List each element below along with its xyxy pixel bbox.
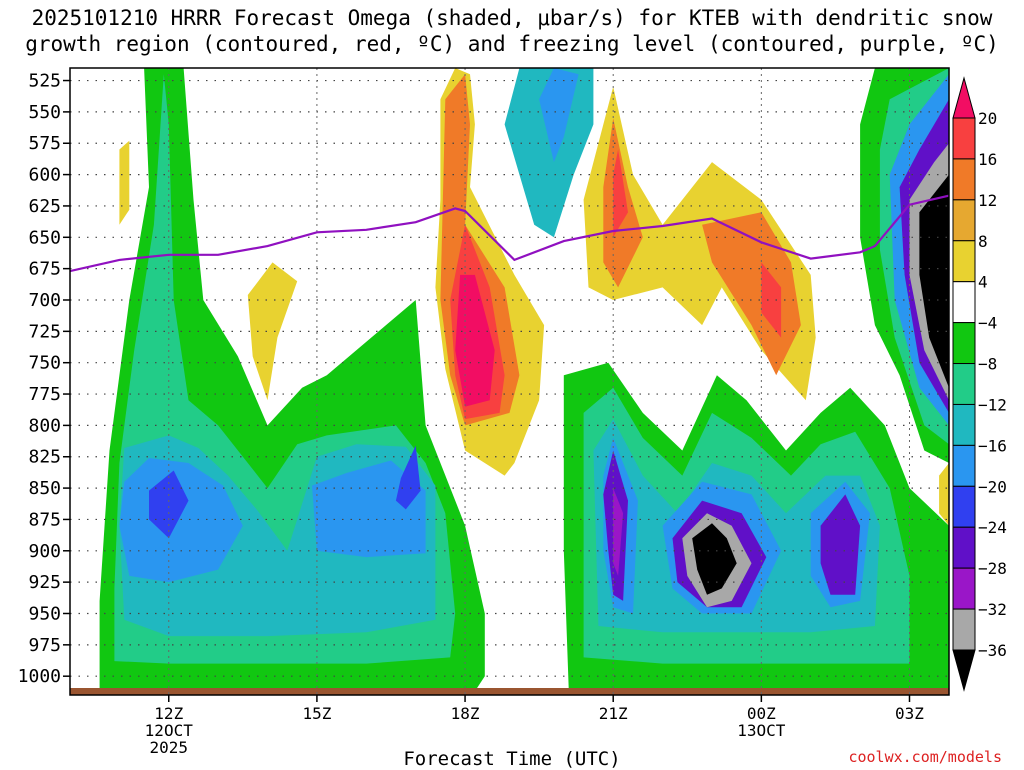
- omega-region-right-orange: [702, 212, 801, 376]
- colorbar-top-arrow: [952, 76, 976, 119]
- x-tick-label: 00Z: [747, 704, 776, 723]
- colorbar-segment: [952, 117, 976, 160]
- colorbar-label: −20: [978, 477, 1007, 496]
- omega-region-upper-blue: [539, 68, 579, 163]
- y-tick-label: 825: [28, 447, 61, 468]
- credit-text: coolwx.com/models: [848, 748, 1002, 766]
- y-tick-label: 525: [28, 71, 61, 92]
- colorbar-segment: [952, 322, 976, 365]
- y-tick-label: 725: [28, 321, 61, 342]
- y-tick-label: 675: [28, 259, 61, 280]
- colorbar-label: 4: [978, 273, 988, 292]
- ground-bar: [70, 688, 949, 695]
- colorbar-label: −4: [978, 314, 997, 333]
- x-tick-label: 2025: [149, 738, 188, 757]
- y-tick-label: 625: [28, 196, 61, 217]
- plot-frame: [69, 67, 950, 696]
- y-tick-label: 850: [28, 478, 61, 499]
- colorbar-segment: [952, 281, 976, 324]
- omega-region-inner-black: [692, 523, 737, 595]
- colorbar-bottom-arrow: [952, 649, 976, 692]
- x-tick-label: 13OCT: [737, 721, 786, 740]
- chart-title-line1: 2025101210 HRRR Forecast Omega (shaded, …: [31, 6, 993, 30]
- y-tick-label: 925: [28, 572, 61, 593]
- x-tick-label: 03Z: [895, 704, 924, 723]
- y-tick-label: 800: [28, 415, 61, 436]
- omega-region-west-blue-right: [312, 460, 426, 558]
- colorbar-label: −24: [978, 518, 1007, 537]
- colorbar-segment: [952, 485, 976, 528]
- x-axis-label: Forecast Time (UTC): [403, 748, 621, 770]
- colorbar-segment: [952, 199, 976, 242]
- x-tick-label: 12OCT: [145, 721, 194, 740]
- colorbar: 20 16 12 8 4 −4 −8 −12 −16 −20 −24 −28 −32 −36: [952, 76, 1007, 692]
- x-tick-label: 12Z: [154, 704, 183, 723]
- chart-title-line2: growth region (contoured, red, ºC) and f…: [25, 32, 999, 56]
- omega-region-west-blue-left: [119, 458, 243, 583]
- omega-region-center-pink: [455, 274, 495, 407]
- x-tick-label: 21Z: [599, 704, 628, 723]
- omega-shading: [99, 68, 949, 692]
- colorbar-label: −12: [978, 395, 1007, 414]
- y-tick-label: 575: [28, 133, 61, 154]
- omega-region-west-dark-right: [395, 445, 421, 510]
- colorbar-label: −36: [978, 641, 1007, 660]
- colorbar-segment: [952, 158, 976, 201]
- colorbar-label: 20: [978, 109, 997, 128]
- omega-region-west-dark-left: [149, 470, 189, 539]
- x-tick-label: 18Z: [451, 704, 480, 723]
- freezing-level: [70, 194, 949, 273]
- colorbar-segment: [952, 526, 976, 569]
- y-tick-label: 650: [28, 227, 61, 248]
- y-axis: 525 550 575 600 625 650 675 700 725 750 775 800 825 8…: [18, 71, 70, 687]
- colorbar-label: −16: [978, 436, 1007, 455]
- colorbar-segment: [952, 608, 976, 651]
- y-tick-label: 550: [28, 102, 61, 123]
- grid: [70, 68, 949, 695]
- y-tick-label: 1000: [18, 666, 61, 687]
- omega-region-middle-red: [613, 149, 628, 238]
- omega-region-upper-yellow-b: [247, 262, 298, 401]
- omega-region-upper-yellow-a: [119, 140, 130, 225]
- colorbar-label: −28: [978, 559, 1007, 578]
- omega-region-right-red: [761, 262, 782, 338]
- x-tick-label: 15Z: [302, 704, 331, 723]
- freezing-level-line: [70, 194, 949, 273]
- y-tick-label: 600: [28, 165, 61, 186]
- y-tick-label: 950: [28, 603, 61, 624]
- omega-region-east-yellow: [939, 463, 949, 526]
- colorbar-segment: [952, 567, 976, 610]
- colorbar-label: −8: [978, 355, 997, 374]
- y-tick-label: 975: [28, 635, 61, 656]
- y-tick-label: 900: [28, 541, 61, 562]
- colorbar-segment: [952, 363, 976, 405]
- omega-region-east-black: [919, 174, 949, 388]
- omega-region-inner-purple-c: [820, 494, 861, 595]
- colorbar-segment: [952, 403, 976, 446]
- omega-region-upper-cyan: [504, 68, 594, 238]
- y-tick-label: 775: [28, 384, 61, 405]
- colorbar-segment: [952, 240, 976, 283]
- y-tick-label: 700: [28, 290, 61, 311]
- colorbar-label: −32: [978, 600, 1007, 619]
- colorbar-segment: [952, 444, 976, 487]
- y-tick-label: 875: [28, 509, 61, 530]
- omega-region-inner-violet: [613, 488, 624, 576]
- y-tick-label: 750: [28, 353, 61, 374]
- colorbar-label: 16: [978, 150, 997, 169]
- colorbar-label: 12: [978, 191, 997, 210]
- colorbar-label: 8: [978, 232, 988, 251]
